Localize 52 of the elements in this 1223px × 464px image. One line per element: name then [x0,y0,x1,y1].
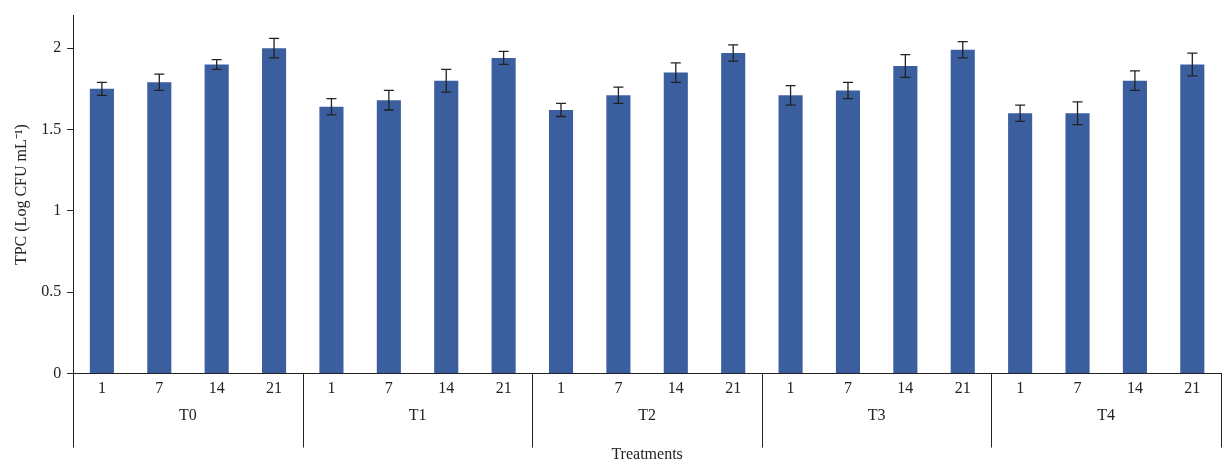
bar [893,66,918,374]
x-tick-label: 14 [438,379,455,397]
x-tick-label: 14 [667,379,684,397]
bar [147,82,172,374]
x-axis-title: Treatments [611,444,683,462]
bar [1008,113,1033,374]
y-tick-label: 1.5 [41,119,62,137]
x-tick-label: 1 [97,379,106,397]
x-tick-label: 21 [725,379,742,397]
x-tick-label: 7 [155,379,164,397]
bar [778,95,803,374]
x-tick-label: 21 [1184,379,1201,397]
bar [491,57,516,374]
x-tick-label: 1 [1016,379,1025,397]
text: T1 [408,405,427,423]
text: T3 [867,405,886,423]
bar [663,72,688,374]
x-tick-label: 14 [897,379,914,397]
x-tick-label: 14 [208,379,225,397]
bar [89,88,114,374]
y-tick-label: 1 [53,201,62,219]
bar [1122,80,1147,374]
bar [319,106,344,374]
text: T0 [179,405,197,423]
x-tick-label: 21 [495,379,512,397]
x-tick-label: 1 [327,379,336,397]
x-tick-label: 7 [1073,379,1082,397]
y-tick-label: 0 [53,363,62,381]
x-tick-label: 1 [557,379,566,397]
bar [434,80,459,374]
bar [721,53,746,374]
bar [204,64,229,374]
x-tick-label: 7 [843,379,852,397]
bar [1180,64,1205,374]
x-tick-label: 7 [614,379,623,397]
bar [835,90,861,374]
y-axis-title: TPC (Log CFU mL⁻¹) [11,124,30,266]
bar [606,95,631,374]
x-tick-label: 21 [954,379,971,397]
y-tick-label: 0.5 [41,282,62,300]
x-tick-label: 7 [384,379,393,397]
bar [376,100,401,374]
text: T4 [1097,405,1116,423]
x-tick-label: 14 [1126,379,1143,397]
bar [262,48,287,374]
bar [548,109,574,374]
bar [950,49,975,374]
bar [1065,113,1090,374]
text: T2 [638,405,656,423]
x-tick-label: 1 [786,379,795,397]
y-tick-label: 2 [53,38,62,56]
x-tick-label: 21 [266,379,283,397]
